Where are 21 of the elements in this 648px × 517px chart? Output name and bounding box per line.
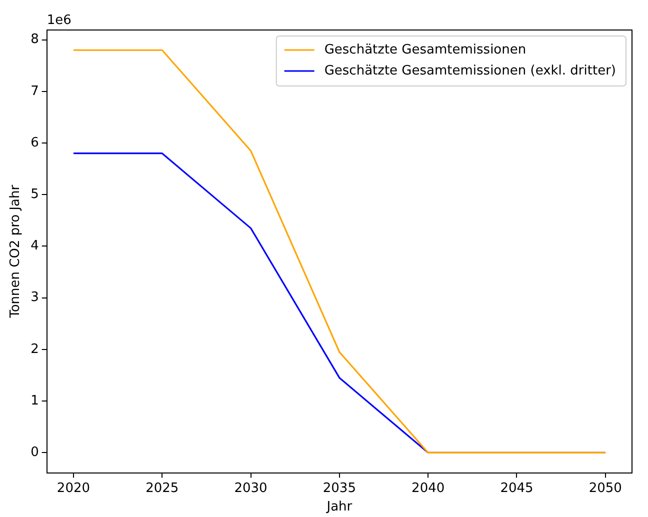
y-tick-label: 2 [30,342,39,357]
x-tick-label: 2030 [234,480,268,496]
x-tick-label: 2035 [322,480,356,496]
y-tick-label: 4 [30,238,39,254]
y-tick-label: 6 [30,135,39,150]
y-tick-label: 7 [30,84,39,99]
text: 1e6 [46,12,72,28]
y-tick-label: 3 [30,290,39,306]
y-tick-label: 5 [30,187,39,202]
x-axis-title: Jahr [326,500,353,515]
y-tick-label: 0 [30,445,39,460]
x-tick-label: 2020 [56,480,90,496]
x-tick-label: 2045 [500,480,534,496]
x-tick-label: 2025 [146,480,179,496]
x-tick-label: 2050 [588,480,622,496]
x-tick-label: 2040 [412,480,445,496]
legend-label: Geschätzte Gesamtemissionen [324,42,526,58]
legend-label: Geschätzte Gesamtemissionen (exkl. dritter) [324,63,616,78]
y-tick-label: 8 [30,32,39,48]
y-axis-title: Tonnen CO2 pro Jahr [8,184,24,319]
y-tick-label: 1 [30,393,39,408]
